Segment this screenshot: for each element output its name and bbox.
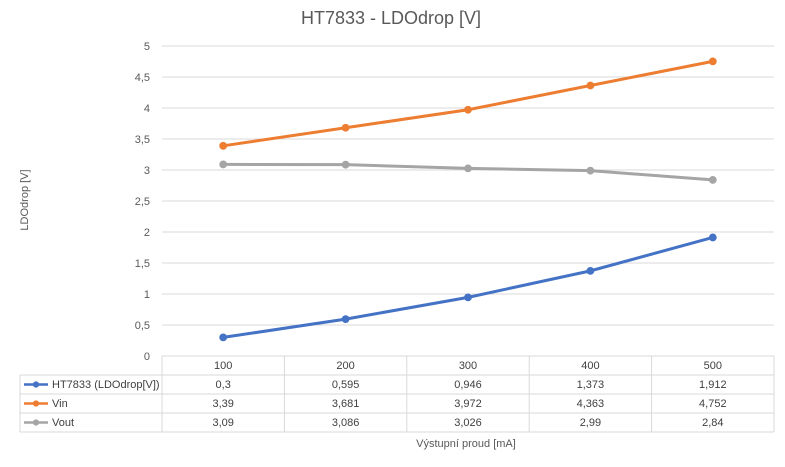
- table-value: 2,99: [580, 417, 601, 429]
- x-category-label: 100: [214, 360, 232, 372]
- grid-layer: [162, 45, 774, 326]
- table-value: 3,681: [332, 398, 360, 410]
- legend-series-name: HT7833 (LDOdrop[V]): [52, 379, 160, 391]
- table-value: 0,946: [454, 379, 482, 391]
- y-tick-label: 5: [144, 41, 150, 53]
- table-value: 4,752: [699, 398, 727, 410]
- table-value: 1,912: [699, 379, 727, 391]
- chart-title: HT7833 - LDOdrop [V]: [301, 8, 481, 28]
- legend-marker: [32, 419, 40, 426]
- table-value: 1,373: [577, 379, 605, 391]
- y-tick-label: 1: [144, 289, 150, 301]
- table-value: 4,363: [577, 398, 605, 410]
- series-1: [219, 233, 717, 342]
- x-category-label: 500: [704, 360, 722, 372]
- data-point: [464, 105, 472, 114]
- data-table: 100 200 300 400 500 HT7833 (LDOdrop[V]) 0,3 0,5…: [19, 355, 775, 433]
- table-value: 2,84: [702, 417, 723, 429]
- y-tick-label: 0: [144, 351, 150, 363]
- data-point: [341, 315, 350, 324]
- data-point: [219, 333, 228, 342]
- table-value: 0,3: [216, 379, 231, 391]
- data-point: [586, 266, 595, 275]
- x-category-label: 300: [459, 360, 477, 372]
- y-tick-label: 4,5: [135, 72, 150, 84]
- table-value: 3,026: [454, 417, 482, 429]
- data-point: [341, 160, 350, 169]
- table-value: 3,086: [332, 417, 360, 429]
- data-point: [219, 160, 228, 169]
- data-point: [219, 141, 228, 150]
- series-line: [221, 235, 715, 339]
- data-point: [464, 164, 472, 173]
- table-value: 3,972: [454, 398, 482, 410]
- table-value: 3,39: [212, 398, 233, 410]
- y-tick-label: 3: [144, 165, 150, 177]
- data-point: [586, 81, 595, 90]
- data-point: [708, 176, 717, 184]
- table-value: 0,595: [332, 379, 360, 391]
- legend-marker: [32, 400, 40, 407]
- legend-series-name: Vout: [52, 417, 74, 429]
- y-tick-label: 0,5: [135, 320, 150, 332]
- y-axis-label: LDOdrop [V]: [19, 169, 31, 230]
- y-tick-label: 2,5: [135, 196, 150, 208]
- data-point: [341, 123, 350, 132]
- x-category-label: 400: [581, 360, 599, 372]
- data-point: [708, 57, 717, 66]
- series-layer: [219, 57, 717, 342]
- x-category-label: 200: [336, 360, 354, 372]
- series-line: [221, 59, 715, 148]
- y-tick-label: 1,5: [135, 258, 150, 270]
- legend-series-name: Vin: [52, 398, 68, 410]
- y-tick-labels: 0 0,5 1 1,5 2 2,5 3 3,5 4 4,5 5: [135, 41, 150, 363]
- y-tick-label: 3,5: [135, 134, 150, 146]
- data-point: [708, 233, 717, 242]
- data-point: [586, 166, 595, 175]
- data-point: [464, 293, 472, 302]
- x-axis-label: Výstupní proud [mA]: [416, 438, 516, 450]
- y-tick-label: 2: [144, 227, 150, 239]
- series-2: [219, 57, 717, 150]
- table-value: 3,09: [212, 417, 233, 429]
- legend-marker: [32, 381, 40, 388]
- series-3: [219, 160, 717, 184]
- y-tick-label: 4: [144, 103, 150, 115]
